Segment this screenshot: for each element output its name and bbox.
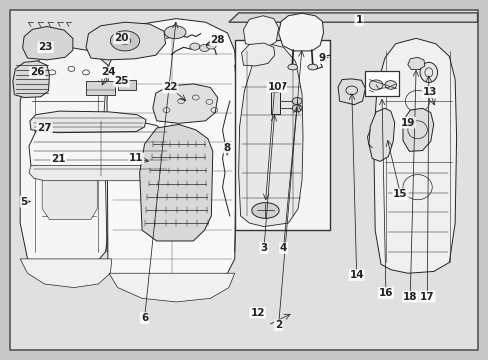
Polygon shape	[402, 108, 433, 151]
Text: 6: 6	[141, 313, 148, 323]
Polygon shape	[373, 39, 456, 273]
Ellipse shape	[419, 62, 437, 82]
Polygon shape	[22, 27, 73, 60]
Polygon shape	[278, 13, 323, 51]
Text: 15: 15	[392, 189, 407, 199]
Ellipse shape	[110, 31, 140, 51]
Text: 11: 11	[129, 153, 143, 163]
Polygon shape	[243, 16, 278, 47]
Polygon shape	[29, 118, 171, 178]
Text: 22: 22	[163, 82, 177, 93]
Text: 28: 28	[210, 35, 224, 45]
Polygon shape	[241, 43, 274, 66]
Polygon shape	[30, 111, 146, 133]
Text: 17: 17	[419, 292, 434, 302]
Text: 3: 3	[260, 243, 267, 253]
Text: 25: 25	[114, 76, 129, 86]
Ellipse shape	[199, 44, 209, 51]
Text: 18: 18	[402, 292, 417, 302]
Ellipse shape	[287, 64, 297, 70]
Polygon shape	[407, 57, 424, 69]
Ellipse shape	[384, 81, 396, 89]
Bar	[271, 92, 280, 114]
Text: 5: 5	[20, 197, 28, 207]
Bar	[86, 81, 115, 95]
Polygon shape	[140, 125, 212, 241]
Polygon shape	[20, 47, 113, 273]
Text: 20: 20	[114, 33, 129, 43]
Polygon shape	[20, 259, 112, 288]
Text: 4: 4	[279, 243, 286, 253]
Text: 10: 10	[267, 82, 282, 92]
Text: 12: 12	[250, 308, 264, 318]
Text: 24: 24	[101, 67, 115, 77]
Ellipse shape	[307, 64, 317, 70]
Text: 23: 23	[38, 42, 53, 52]
Polygon shape	[368, 108, 394, 161]
Ellipse shape	[119, 37, 131, 44]
Text: 9: 9	[318, 53, 325, 63]
Ellipse shape	[189, 43, 199, 50]
Text: 1: 1	[355, 15, 362, 26]
Ellipse shape	[292, 105, 302, 112]
Text: 14: 14	[348, 270, 363, 280]
Bar	[118, 80, 136, 90]
Text: 8: 8	[224, 143, 231, 153]
Ellipse shape	[164, 26, 185, 39]
Ellipse shape	[206, 42, 216, 49]
Polygon shape	[42, 155, 97, 220]
Polygon shape	[153, 84, 217, 123]
Ellipse shape	[251, 203, 279, 219]
Polygon shape	[13, 61, 49, 98]
Text: 13: 13	[422, 87, 436, 97]
Polygon shape	[109, 273, 234, 302]
Polygon shape	[86, 22, 165, 60]
Ellipse shape	[368, 80, 382, 90]
Polygon shape	[107, 19, 237, 284]
Text: 21: 21	[51, 154, 65, 164]
Bar	[365, 71, 398, 96]
Bar	[234, 40, 329, 230]
Polygon shape	[29, 166, 172, 181]
Text: 26: 26	[30, 67, 44, 77]
Text: 2: 2	[274, 320, 282, 330]
Text: 19: 19	[400, 118, 414, 128]
Text: 16: 16	[378, 288, 392, 298]
Polygon shape	[337, 79, 365, 105]
Ellipse shape	[292, 98, 302, 105]
Text: 27: 27	[37, 123, 52, 133]
Polygon shape	[238, 44, 303, 226]
Polygon shape	[228, 13, 477, 22]
Text: 7: 7	[278, 82, 285, 92]
